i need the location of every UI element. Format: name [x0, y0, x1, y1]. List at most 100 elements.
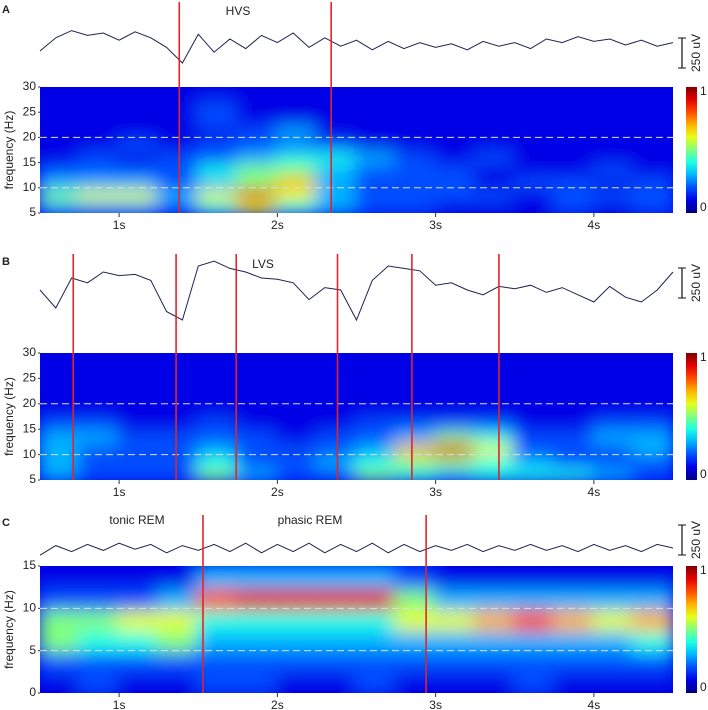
heatmap-cell [473, 363, 517, 381]
heatmap-cells [40, 87, 673, 213]
y-axis-label: frequency (Hz) [2, 377, 16, 456]
heatmap-cell [235, 173, 280, 190]
heatmap-cell [275, 353, 319, 368]
heatmap-cell [354, 110, 399, 127]
heatmap-cell [354, 389, 399, 406]
heatmap-cell [117, 401, 161, 419]
heatmap-cell [433, 452, 478, 470]
x-tick-label: 4s [588, 698, 601, 710]
heatmap-cell [235, 669, 280, 693]
heatmap-cell [552, 148, 596, 165]
panel-label: B [2, 256, 10, 268]
heatmap-cell [235, 648, 280, 674]
annotation: LVS [252, 257, 274, 271]
heatmap-cell [394, 566, 438, 590]
heatmap-cell [314, 669, 359, 693]
heatmap-cell [235, 135, 280, 152]
heatmap-cell [235, 363, 280, 381]
heatmap-cell [394, 185, 438, 203]
heatmap-cell [77, 148, 122, 165]
heatmap-cell [40, 427, 82, 444]
heatmap-cell [473, 135, 517, 152]
heatmap-cell [275, 376, 319, 394]
heatmap-cell [433, 585, 478, 611]
x-tick-label: 2s [271, 698, 284, 710]
heatmap-cell [196, 122, 240, 140]
heatmap-cell [394, 414, 438, 432]
heatmap-cell [394, 135, 438, 152]
y-tick-label: 10 [23, 601, 37, 615]
heatmap-cell [117, 148, 161, 165]
heatmap-cell [275, 135, 319, 152]
heatmap-cell [77, 363, 122, 381]
heatmap-cell [473, 452, 517, 470]
eeg-trace [39, 542, 674, 556]
heatmap-cell [591, 97, 636, 115]
heatmap-cell [275, 452, 319, 470]
heatmap-cell [552, 185, 596, 203]
heatmap-cell [631, 414, 673, 432]
heatmap-cell [314, 606, 359, 632]
heatmap-cell [394, 87, 438, 102]
heatmap-cell [631, 389, 673, 406]
colorbar [686, 87, 697, 213]
heatmap-cell [433, 389, 478, 406]
scale-label: 250 uV [689, 34, 703, 72]
heatmap-cell [512, 97, 557, 115]
colorbar-tick-label: 1 [700, 563, 707, 577]
heatmap-cell [235, 627, 280, 653]
heatmap-cells [40, 353, 673, 480]
heatmap-cell [77, 669, 122, 693]
heatmap-cell [394, 627, 438, 653]
heatmap-cell [631, 160, 673, 178]
heatmap-cell [354, 185, 399, 203]
heatmap-cell [156, 648, 201, 674]
heatmap-cell [77, 160, 122, 178]
heatmap-cell [512, 110, 557, 127]
heatmap-cell [433, 185, 478, 203]
heatmap-cell [591, 606, 636, 632]
heatmap-cell [473, 401, 517, 419]
heatmap-cell [196, 87, 240, 102]
heatmap-cell [473, 669, 517, 693]
annotation: HVS [226, 4, 251, 18]
heatmap-cell [235, 376, 280, 394]
heatmap-cell [433, 160, 478, 178]
heatmap-cell [591, 353, 636, 368]
heatmap-cell [433, 401, 478, 419]
heatmap-cell [473, 648, 517, 674]
heatmap-cell [275, 363, 319, 381]
y-tick-label: 25 [23, 371, 37, 385]
y-axis-label: frequency (Hz) [2, 590, 16, 669]
heatmap-cell [77, 566, 122, 590]
x-tick-label: 2s [271, 485, 284, 499]
heatmap-cell [354, 627, 399, 653]
heatmap-cell [40, 401, 82, 419]
heatmap-cell [156, 401, 201, 419]
heatmap-cell [40, 160, 82, 178]
heatmap-cell [473, 122, 517, 140]
heatmap-cell [196, 427, 240, 444]
heatmap-cell [77, 585, 122, 611]
heatmap-cell [552, 87, 596, 102]
heatmap-cell [591, 452, 636, 470]
heatmap-cell [473, 566, 517, 590]
heatmap-cell [117, 97, 161, 115]
heatmap-cell [473, 389, 517, 406]
y-tick-label: 5 [29, 205, 36, 219]
heatmap-cell [235, 439, 280, 457]
heatmap-cell [354, 648, 399, 674]
heatmap-cell [512, 122, 557, 140]
y-tick-label: 15 [23, 421, 37, 435]
heatmap-cell [354, 606, 399, 632]
heatmap-cell [77, 627, 122, 653]
heatmap-cell [512, 87, 557, 102]
heatmap-cell [354, 135, 399, 152]
heatmap-cell [631, 427, 673, 444]
heatmap-cell [275, 401, 319, 419]
heatmap-cell [433, 427, 478, 444]
heatmap-cell [117, 669, 161, 693]
heatmap-cell [235, 97, 280, 115]
y-tick-label: 5 [29, 643, 36, 657]
heatmap-cell [631, 566, 673, 590]
